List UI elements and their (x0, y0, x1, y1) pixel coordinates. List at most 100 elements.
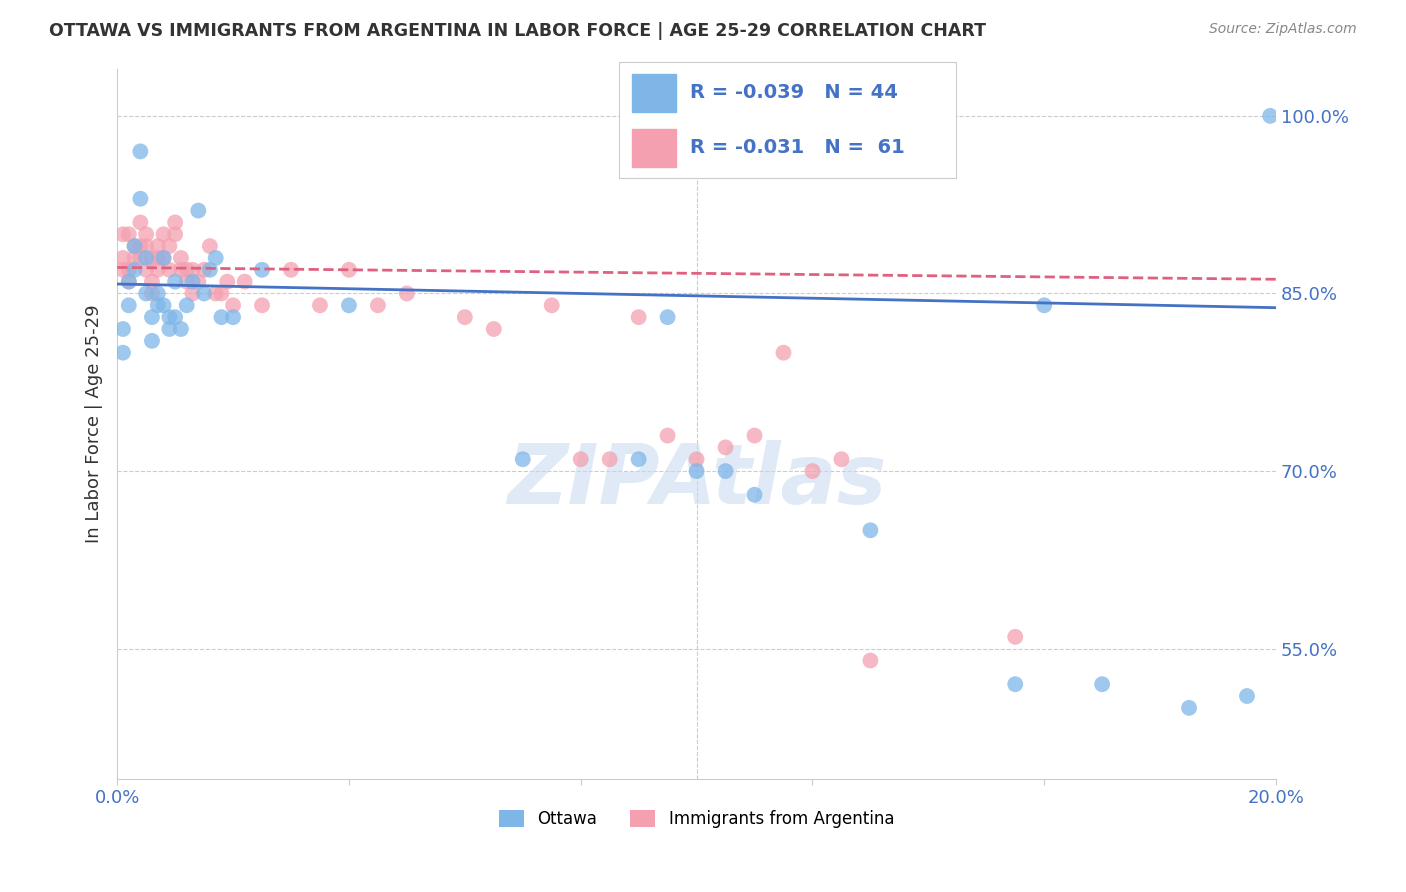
Point (111, 251, 134, 265)
Point (124, 239, 146, 253)
Point (309, 298, 332, 312)
Point (152, 298, 174, 312)
Point (141, 275, 163, 289)
Point (118, 298, 141, 312)
Point (111, 262, 134, 277)
Point (111, 322, 134, 336)
Point (152, 251, 174, 265)
Point (146, 262, 169, 277)
Point (176, 275, 198, 289)
Point (135, 262, 157, 277)
Point (157, 322, 180, 336)
Point (135, 239, 157, 253)
Point (1033, 298, 1056, 312)
Point (211, 310, 233, 325)
Point (193, 262, 215, 277)
Point (222, 298, 245, 312)
Point (198, 239, 221, 253)
Point (512, 452, 534, 467)
Point (1091, 677, 1114, 691)
Point (193, 286, 215, 301)
Point (124, 251, 146, 265)
Point (395, 286, 418, 301)
Bar (633, 74, 676, 112)
Point (118, 227, 141, 242)
Point (141, 251, 163, 265)
Point (187, 275, 209, 289)
Point (157, 262, 180, 277)
Point (135, 227, 157, 242)
Text: OTTAWA VS IMMIGRANTS FROM ARGENTINA IN LABOR FORCE | AGE 25-29 CORRELATION CHART: OTTAWA VS IMMIGRANTS FROM ARGENTINA IN L… (49, 22, 986, 40)
Point (1004, 677, 1026, 691)
Legend: Ottawa, Immigrants from Argentina: Ottawa, Immigrants from Argentina (492, 803, 901, 835)
Point (830, 452, 852, 467)
Point (165, 275, 187, 289)
Point (187, 203, 209, 218)
Point (250, 298, 273, 312)
Point (204, 251, 226, 265)
Point (146, 298, 169, 312)
Point (337, 262, 360, 277)
Bar (633, 128, 676, 167)
Point (714, 464, 737, 478)
Text: ZIPAtlas: ZIPAtlas (508, 440, 886, 521)
Point (129, 215, 152, 229)
Point (250, 262, 273, 277)
Point (124, 262, 146, 277)
Point (176, 298, 198, 312)
Point (170, 262, 193, 277)
Point (118, 275, 141, 289)
Point (217, 275, 239, 289)
Y-axis label: In Labor Force | Age 25-29: In Labor Force | Age 25-29 (86, 304, 103, 543)
Point (165, 310, 187, 325)
Point (165, 227, 187, 242)
Point (141, 286, 163, 301)
Point (129, 239, 152, 253)
Point (280, 262, 302, 277)
Point (129, 145, 152, 159)
Text: R = -0.031   N =  61: R = -0.031 N = 61 (689, 137, 904, 157)
Point (1004, 630, 1026, 644)
Point (170, 322, 193, 336)
Point (540, 298, 562, 312)
Point (1258, 109, 1281, 123)
Point (118, 262, 141, 277)
Point (176, 262, 198, 277)
Point (744, 428, 766, 442)
Point (859, 653, 882, 667)
Point (859, 523, 882, 537)
Point (1178, 701, 1201, 715)
Point (801, 464, 824, 478)
Point (627, 310, 650, 325)
Point (129, 251, 152, 265)
Point (569, 452, 592, 467)
Point (152, 227, 174, 242)
Point (337, 298, 360, 312)
Point (118, 275, 141, 289)
Point (129, 192, 152, 206)
Point (146, 239, 169, 253)
Point (657, 310, 679, 325)
Point (135, 251, 157, 265)
Point (181, 262, 204, 277)
Point (111, 227, 134, 242)
Point (170, 251, 193, 265)
Point (772, 345, 794, 359)
Point (141, 334, 163, 348)
Point (157, 239, 180, 253)
Point (1236, 689, 1258, 703)
Text: Source: ZipAtlas.com: Source: ZipAtlas.com (1209, 22, 1357, 37)
Point (181, 275, 204, 289)
Point (146, 251, 169, 265)
Point (657, 428, 679, 442)
Point (146, 286, 169, 301)
Point (233, 275, 256, 289)
Point (124, 239, 146, 253)
Point (685, 452, 707, 467)
Point (599, 452, 621, 467)
Point (367, 298, 389, 312)
Point (198, 262, 221, 277)
Point (152, 251, 174, 265)
Point (482, 322, 505, 336)
Point (454, 310, 477, 325)
